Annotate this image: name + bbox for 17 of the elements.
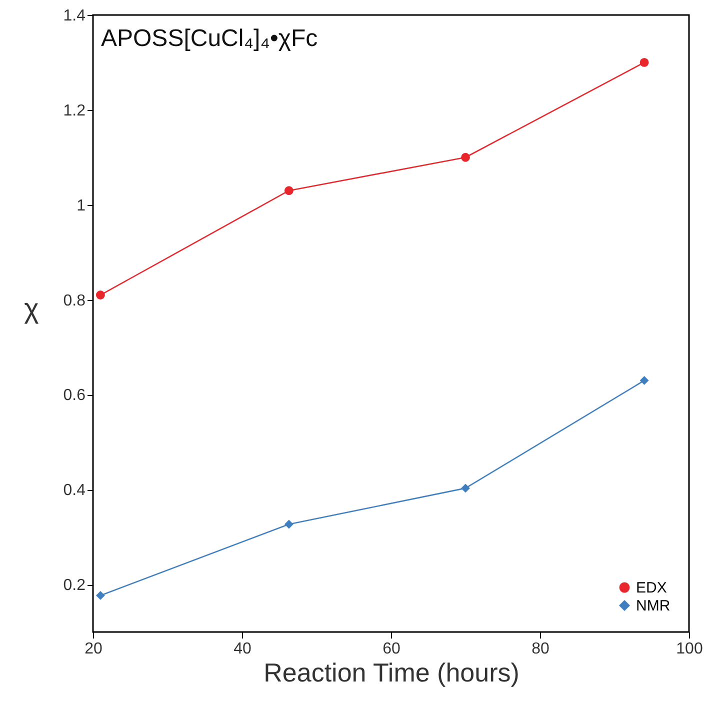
- y-tick-label: 1.4: [63, 8, 86, 24]
- x-axis-title: Reaction Time (hours): [264, 658, 520, 688]
- y-tick-label: 0.8: [63, 292, 86, 310]
- y-tick-label: 0.6: [63, 387, 86, 404]
- y-axis-title: χ: [24, 293, 40, 324]
- x-tick-label: 20: [84, 640, 102, 658]
- legend-label: EDX: [636, 580, 667, 596]
- x-tick-label: 80: [532, 640, 550, 658]
- x-tick-label: 60: [382, 640, 400, 658]
- legend-label: NMR: [636, 598, 670, 614]
- y-tick-label: 1: [76, 197, 86, 214]
- y-tick-label: 0.2: [63, 577, 86, 594]
- x-tick-label: 40: [234, 640, 252, 658]
- chart-title: APOSS[CuCl₄]₄•χFc: [101, 25, 318, 52]
- y-tick-label: 0.4: [63, 482, 86, 500]
- x-tick-label: 100: [676, 640, 703, 658]
- y-tick-label: 1.2: [63, 102, 86, 120]
